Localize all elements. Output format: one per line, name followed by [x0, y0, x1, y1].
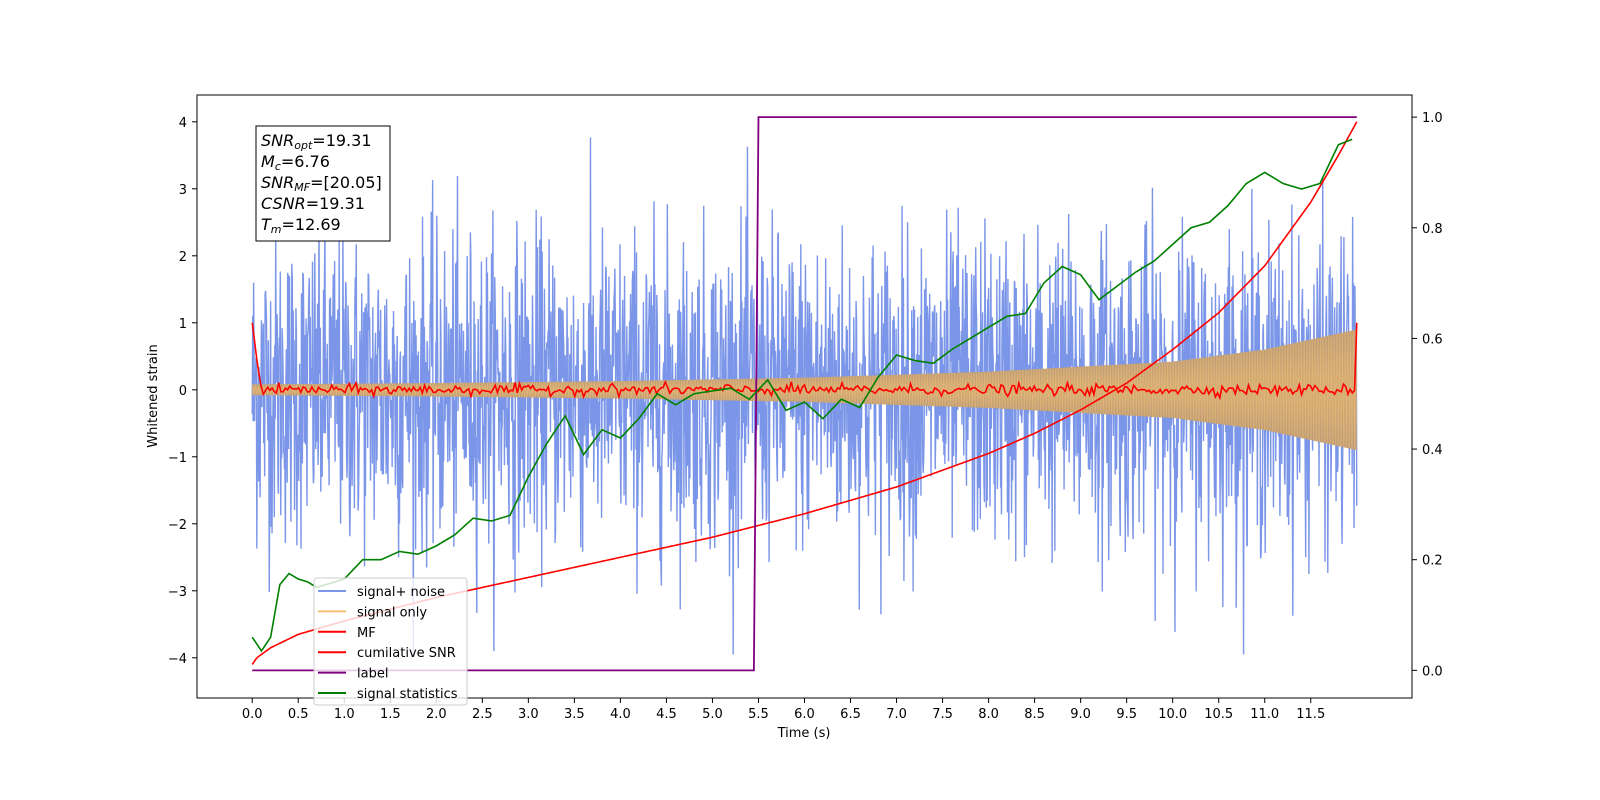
x-tick-label: 3.0 [518, 707, 539, 722]
legend-entry: label [357, 667, 388, 682]
y-axis-label: Whitened strain [146, 344, 161, 447]
legend-entry: signal only [357, 605, 427, 620]
x-axis: 0.0 0.5 1.0 1.5 2.0 2.5 3.0 3.5 4.0 4.5 5.0 5.5 6.0 6… [242, 698, 1325, 722]
x-tick-label: 5.0 [702, 707, 723, 722]
x-tick-label: 2.5 [472, 707, 493, 722]
info-line: Tm=12.69 [261, 215, 341, 236]
y-tick-label: 3 [179, 183, 187, 198]
y-axis-right: 0.0 0.2 0.4 0.6 0.8 1.0 [1412, 111, 1443, 679]
info-line: SNRopt=19.31 [261, 131, 372, 152]
x-tick-label: 6.5 [840, 707, 861, 722]
x-tick-label: 4.0 [610, 707, 631, 722]
y2-tick-label: 0.2 [1422, 554, 1443, 569]
x-tick-label: 9.5 [1116, 707, 1137, 722]
y-tick-label: −3 [168, 585, 187, 600]
y-tick-label: 1 [179, 317, 187, 332]
x-tick-label: 6.0 [794, 707, 815, 722]
x-tick-label: 0.0 [242, 707, 263, 722]
info-line: Mc=6.76 [261, 152, 330, 173]
y2-tick-label: 0.4 [1422, 443, 1443, 458]
series-label [252, 116, 1357, 672]
x-tick-label: 7.5 [932, 707, 953, 722]
y-tick-label: −1 [168, 451, 187, 466]
y-tick-label: 2 [179, 250, 187, 265]
y-tick-label: 0 [179, 384, 187, 399]
y2-tick-label: 0.8 [1422, 222, 1443, 237]
y-tick-label: −4 [168, 652, 187, 667]
y2-tick-label: 0.0 [1422, 664, 1443, 679]
legend-entry: signal+ noise [357, 585, 445, 600]
x-tick-label: 8.0 [978, 707, 999, 722]
legend-entry: signal statistics [357, 687, 458, 702]
x-tick-label: 10.5 [1204, 707, 1233, 722]
legend-entry: MF [357, 626, 376, 641]
x-tick-label: 0.5 [288, 707, 309, 722]
x-tick-label: 11.0 [1250, 707, 1279, 722]
x-tick-label: 11.5 [1296, 707, 1325, 722]
x-tick-label: 8.5 [1024, 707, 1045, 722]
series-mf [251, 322, 1358, 401]
x-tick-label: 1.0 [334, 707, 355, 722]
x-tick-label: 10.0 [1158, 707, 1187, 722]
series-signal-only-fill [252, 329, 1357, 451]
x-tick-label: 4.5 [656, 707, 677, 722]
info-line: SNRMF=[20.05] [261, 173, 382, 194]
info-line: CSNR=19.31 [261, 194, 365, 213]
legend-entry: cumilative SNR [357, 646, 456, 661]
x-tick-label: 5.5 [748, 707, 769, 722]
x-tick-label: 7.0 [886, 707, 907, 722]
y-axis-left: −4 −3 −2 −1 0 1 2 3 4 [168, 116, 197, 667]
legend: signal+ noise signal only MF cumilative SNR… [313, 577, 468, 706]
x-axis-label: Time (s) [777, 726, 831, 741]
info-box: SNRopt=19.31Mc=6.76SNRMF=[20.05]CSNR=19.… [255, 125, 391, 242]
legend-frame [313, 577, 468, 706]
info-box-frame [255, 125, 391, 242]
x-tick-label: 3.5 [564, 707, 585, 722]
y-tick-label: −2 [168, 518, 187, 533]
x-tick-label: 1.5 [380, 707, 401, 722]
y2-tick-label: 1.0 [1422, 111, 1443, 126]
series-signal-statistics [251, 138, 1353, 653]
x-tick-label: 2.0 [426, 707, 447, 722]
x-tick-label: 9.0 [1070, 707, 1091, 722]
y2-tick-label: 0.6 [1422, 332, 1443, 347]
y-tick-label: 4 [179, 116, 187, 131]
